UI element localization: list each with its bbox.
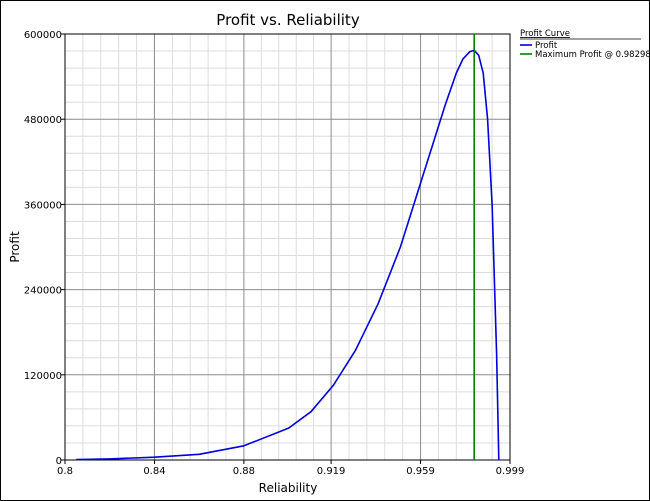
profit-series-line xyxy=(76,49,500,461)
legend-title: Profit Curve xyxy=(520,29,570,39)
plot-area xyxy=(64,33,511,461)
y-tick-label: 600000 xyxy=(24,30,62,41)
y-axis-label: Profit xyxy=(8,231,22,263)
minor-grid xyxy=(65,34,510,460)
y-tick-label: 240000 xyxy=(24,286,62,297)
series-layer xyxy=(76,34,500,461)
tick-labels: 0.8 0.84 0.88 0.919 0.959 0.999 0 120000 240000 3… xyxy=(24,30,525,477)
x-axis-label: Reliability xyxy=(259,481,318,495)
legend-entry-label: Profit xyxy=(535,41,558,51)
legend-entry-label: Maximum Profit @ 0.982983 xyxy=(535,50,649,60)
y-tick-label: 480000 xyxy=(24,115,62,126)
x-tick-label: 0.919 xyxy=(317,466,346,477)
x-tick-label: 0.84 xyxy=(143,466,165,477)
x-tick-label: 0.88 xyxy=(233,466,255,477)
x-tick-label: 0.959 xyxy=(406,466,435,477)
x-tick-label: 0.8 xyxy=(57,466,73,477)
chart-title: Profit vs. Reliability xyxy=(216,11,360,29)
x-tick-label: 0.999 xyxy=(496,466,525,477)
y-tick-label: 120000 xyxy=(24,371,62,382)
y-tick-label: 360000 xyxy=(24,200,62,211)
major-grid xyxy=(64,33,511,461)
y-tick-label: 0 xyxy=(56,456,62,467)
